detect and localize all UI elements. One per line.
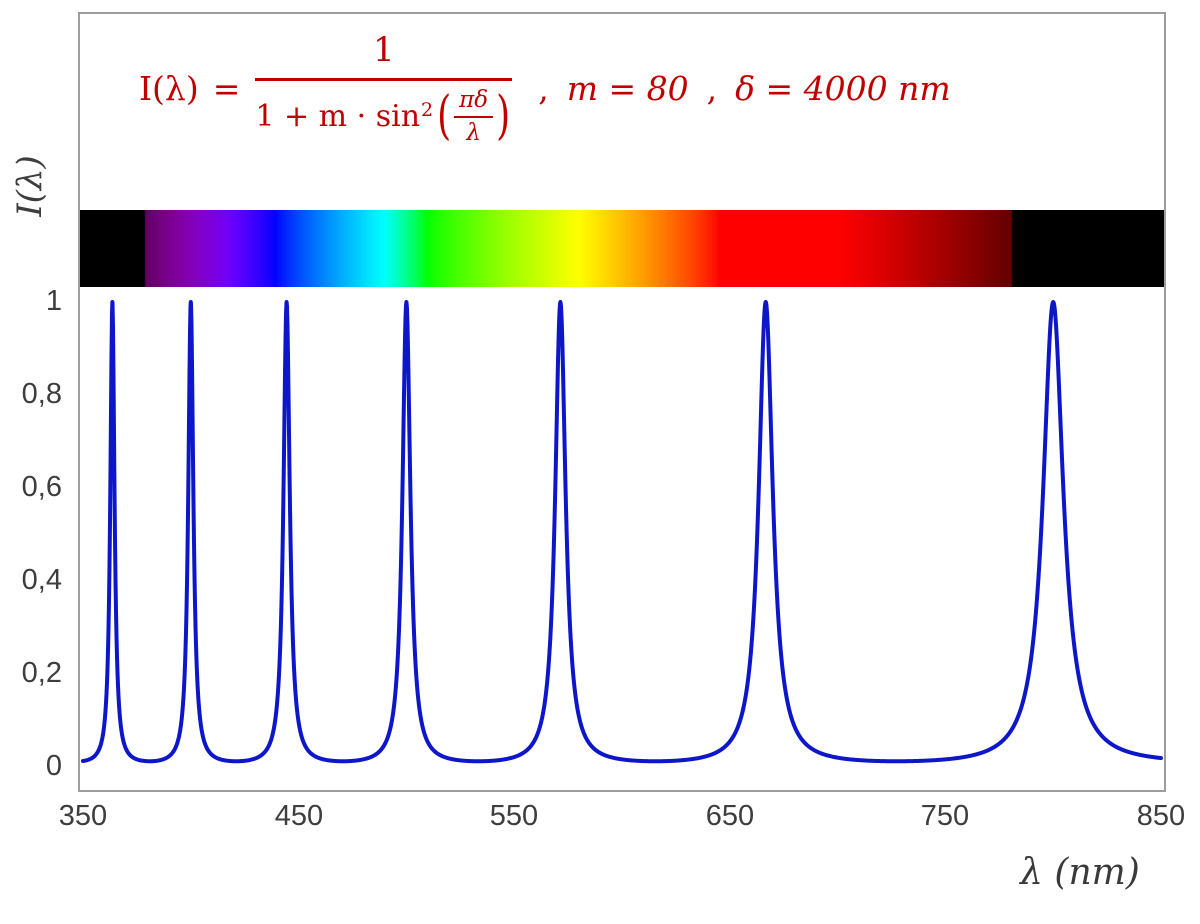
x-tick-label: 650 xyxy=(705,800,755,832)
inner-fraction: πδ λ xyxy=(454,87,494,146)
intensity-curve xyxy=(81,300,1163,764)
inner-numerator: πδ xyxy=(454,87,494,118)
visible-spectrum-bar xyxy=(80,210,1164,287)
x-axis-title: λ (nm) xyxy=(1020,852,1140,893)
y-tick-label: 0,8 xyxy=(21,378,62,410)
y-tick-label: 1 xyxy=(45,285,62,317)
x-tick-label: 750 xyxy=(920,800,970,832)
y-tick-label: 0,6 xyxy=(21,471,62,503)
x-tick-label: 850 xyxy=(1136,800,1186,832)
inner-denominator: λ xyxy=(466,120,481,146)
param-m: m = 80 xyxy=(566,68,689,108)
y-tick-label: 0,4 xyxy=(21,564,62,596)
y-tick-label: 0,2 xyxy=(21,657,62,689)
x-tick-label: 450 xyxy=(274,800,324,832)
formula-fraction: 1 1 + m · sin 2 ( πδ λ ) xyxy=(255,30,513,146)
x-tick-label: 350 xyxy=(58,800,108,832)
airy-curve-line xyxy=(81,300,1163,764)
denominator-text: 1 + m · sin xyxy=(255,99,421,134)
param-delta: δ = 4000 nm xyxy=(735,68,951,108)
x-tick-label: 550 xyxy=(489,800,539,832)
y-axis-title: I(λ) xyxy=(10,155,50,217)
formula-comma: , xyxy=(706,68,718,108)
formula-comma: , xyxy=(538,68,549,108)
right-paren: ) xyxy=(496,86,511,147)
formula-equals: = xyxy=(212,68,241,108)
sin-exponent: 2 xyxy=(421,98,434,121)
plot-area: I(λ) = 1 1 + m · sin 2 ( πδ λ ) , m = 80 … xyxy=(78,12,1166,792)
y-tick-label: 0 xyxy=(45,750,62,782)
fraction-numerator: 1 xyxy=(255,30,513,81)
formula-lhs: I(λ) xyxy=(139,68,199,108)
left-paren: ( xyxy=(437,86,452,147)
formula: I(λ) = 1 1 + m · sin 2 ( πδ λ ) , m = 80 … xyxy=(132,30,951,146)
fraction-denominator: 1 + m · sin 2 ( πδ λ ) xyxy=(255,81,512,146)
